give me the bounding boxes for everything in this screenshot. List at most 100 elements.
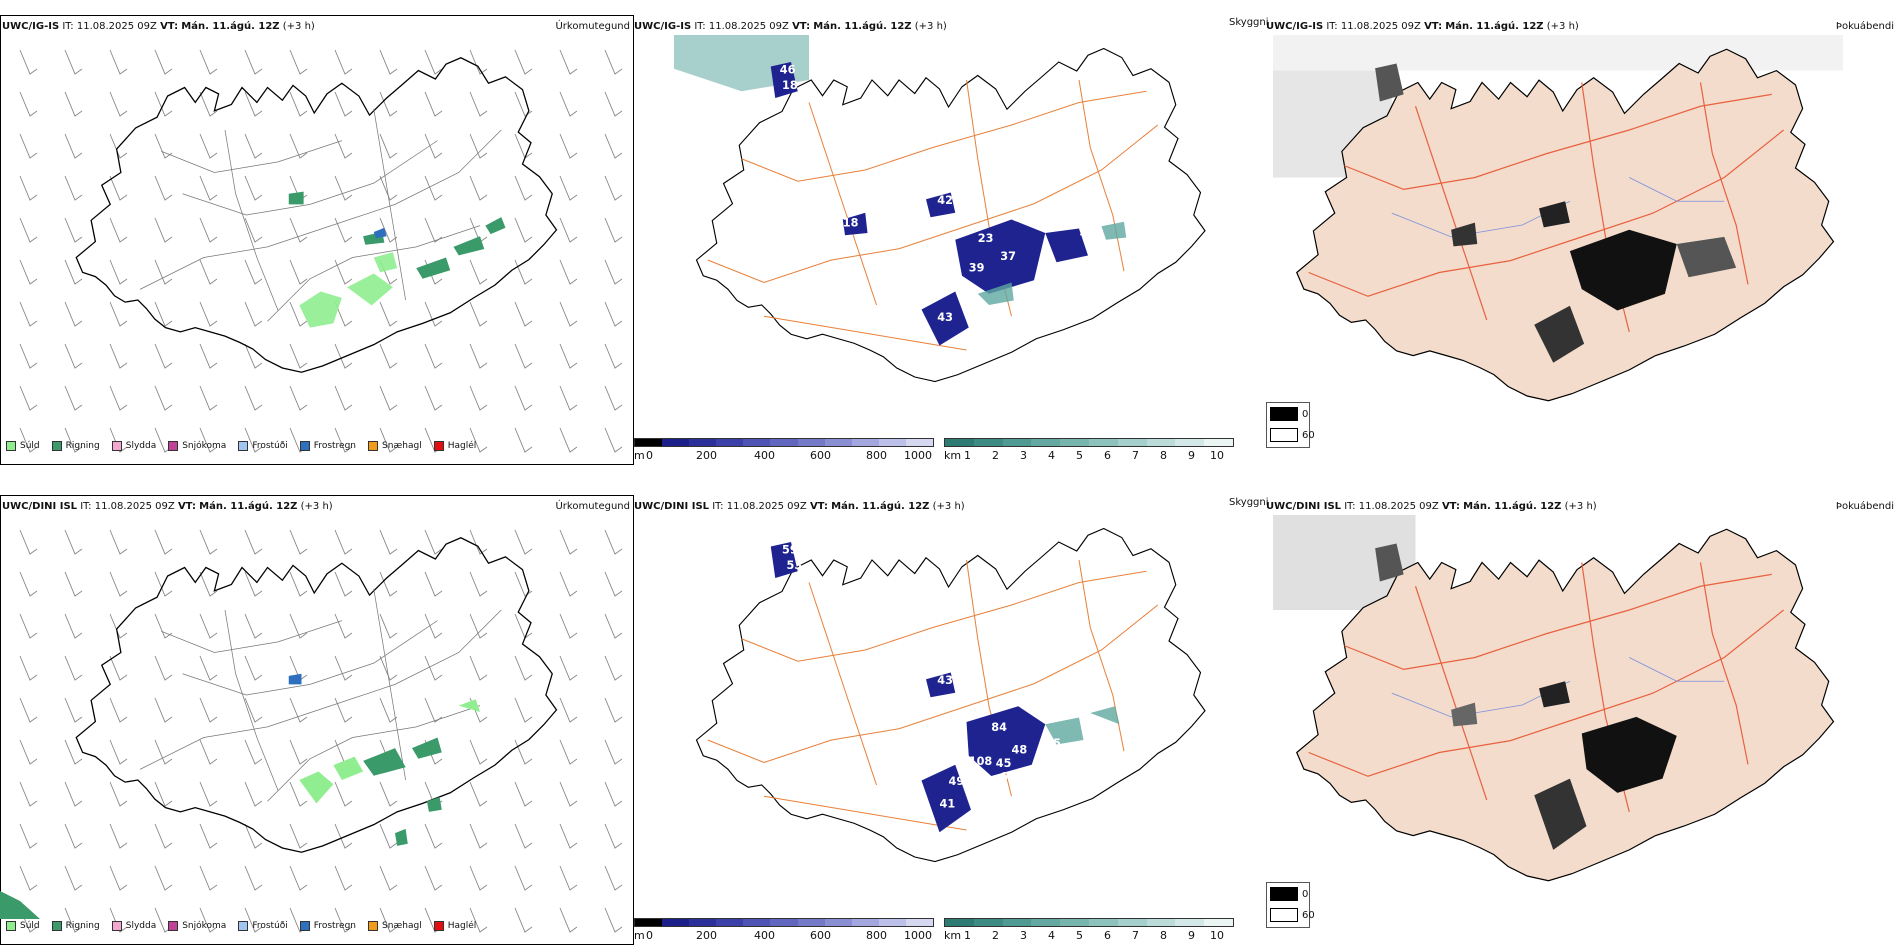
- wind-barb-icon: [199, 427, 218, 453]
- wind-barb-icon: [289, 571, 308, 597]
- colorbar-tick: 1000: [904, 929, 932, 942]
- colorbar-tick: 7: [1132, 929, 1139, 942]
- wind-barb-icon: [604, 427, 623, 453]
- wind-barb-icon: [244, 613, 263, 639]
- wind-barb-icon: [514, 385, 533, 411]
- wind-barb-icon: [64, 385, 83, 411]
- legend-swatch: [6, 441, 16, 451]
- wind-barb-icon: [334, 49, 353, 75]
- colorbar-segment: [770, 919, 798, 926]
- wind-barb-icon: [424, 571, 443, 597]
- legend-swatch: [168, 921, 179, 931]
- wind-barb-icon: [379, 865, 398, 891]
- wind-barb-icon: [244, 343, 263, 369]
- wind-barb-icon: [109, 739, 128, 765]
- colorbar-tick: 6: [1104, 929, 1111, 942]
- wind-barb-icon: [244, 739, 263, 765]
- cloud-base-label: 53: [1068, 259, 1084, 272]
- wind-barb-icon: [289, 259, 308, 285]
- wind-barb-icon: [469, 781, 488, 807]
- legend-swatch: [433, 441, 444, 451]
- wind-barb-icon: [244, 907, 263, 933]
- wind-barb-icon: [379, 529, 398, 555]
- panel-precip-type-row2: UWC/DINI ISL IT: 11.08.2025 09Z VT: Mán.…: [0, 495, 634, 945]
- colorbar-segment: [635, 919, 663, 926]
- wind-barb-icon: [469, 385, 488, 411]
- wind-barb-icon: [64, 427, 83, 453]
- wind-barb-icon: [424, 823, 443, 849]
- wind-barb-icon: [604, 865, 623, 891]
- wind-barb-icon: [559, 529, 578, 555]
- colorbar-tick: 3: [1020, 929, 1027, 942]
- cloud-base-label: 45: [996, 757, 1012, 770]
- colorbar-tick: 800: [866, 449, 887, 462]
- wind-barb-icon: [379, 427, 398, 453]
- legend-item-hail: Haglél: [433, 921, 476, 931]
- colorbar-segment: [1088, 919, 1118, 926]
- wind-barb-icon: [379, 91, 398, 117]
- wind-barb-icon: [199, 301, 218, 327]
- wind-barb-icon: [334, 529, 353, 555]
- colorbar-tick: 400: [754, 929, 775, 942]
- wind-barb-icon: [469, 91, 488, 117]
- cloud-base-label: 41: [940, 798, 956, 811]
- wind-barb-icon: [559, 655, 578, 681]
- wind-barb-icon: [109, 529, 128, 555]
- wind-barb-icon: [514, 907, 533, 933]
- colorbar-tick: 5: [1076, 449, 1083, 462]
- wind-barb-icon: [109, 175, 128, 201]
- wind-barb-icon: [379, 175, 398, 201]
- wind-barb-icon: [604, 571, 623, 597]
- wind-barb-icon: [514, 259, 533, 285]
- wind-barb-icon: [424, 217, 443, 243]
- wind-barb-icon: [154, 571, 173, 597]
- wind-barb-icon: [109, 697, 128, 723]
- colorbar-tick: 600: [810, 929, 831, 942]
- wind-barb-icon: [289, 697, 308, 723]
- colorbar-tick: 9: [1188, 449, 1195, 462]
- precip-freezing-rain-area: [288, 673, 302, 685]
- wind-barb-icon: [604, 217, 623, 243]
- legend-swatch: [51, 441, 62, 451]
- legend-item-freezing-drizzle: Frostúði: [238, 921, 288, 931]
- wind-barb-icon: [514, 697, 533, 723]
- wind-barb-icon: [244, 427, 263, 453]
- wind-barb-icon: [334, 655, 353, 681]
- precip-rain-area: [288, 191, 506, 279]
- wind-barb-icon: [604, 529, 623, 555]
- precip-legend: Súld Rigning Slydda Snjókoma Frostúði Fr…: [6, 441, 488, 451]
- colorbar-segment: [797, 919, 825, 926]
- panel-title: UWC/DINI ISL IT: 11.08.2025 09Z VT: Mán.…: [1266, 501, 1597, 512]
- wind-barb-icon: [109, 217, 128, 243]
- wind-barb-icon: [199, 343, 218, 369]
- wind-barb-icon: [289, 823, 308, 849]
- wind-barb-icon: [199, 613, 218, 639]
- iceland-map: 46 18 18 42 23 37 39 43 35 96 60 53 65: [674, 35, 1206, 383]
- wind-barb-icon: [469, 655, 488, 681]
- cloud-base-label: 65: [1079, 275, 1095, 288]
- colorbar-segment: [1060, 439, 1089, 446]
- panel-title: UWC/DINI ISL IT: 11.08.2025 09Z VT: Mán.…: [2, 501, 333, 512]
- wind-barb-icon: [109, 571, 128, 597]
- wind-barb-icon: [19, 865, 38, 891]
- wind-barb-icon: [19, 175, 38, 201]
- wind-barb-icon: [244, 91, 263, 117]
- wind-barb-icon: [19, 781, 38, 807]
- fog-dark-areas: [1375, 543, 1677, 850]
- wind-barb-icon: [19, 823, 38, 849]
- wind-barb-icon: [244, 697, 263, 723]
- legend-swatch: [111, 441, 122, 451]
- wind-barb-icon: [244, 175, 263, 201]
- wind-barb-icon: [604, 175, 623, 201]
- colorbar-tick: 7: [1132, 449, 1139, 462]
- colorbar-tick: 600: [810, 449, 831, 462]
- legend-item-freezing-rain: Frostregn: [299, 441, 356, 451]
- wind-barb-icon: [604, 385, 623, 411]
- wind-barb-icon: [469, 529, 488, 555]
- wind-barb-icon: [289, 865, 308, 891]
- wind-barb-icon: [19, 529, 38, 555]
- wind-barb-icon: [469, 571, 488, 597]
- fog-legend-swatch: [1270, 908, 1298, 922]
- wind-barb-icon: [514, 427, 533, 453]
- wind-barb-icon: [109, 259, 128, 285]
